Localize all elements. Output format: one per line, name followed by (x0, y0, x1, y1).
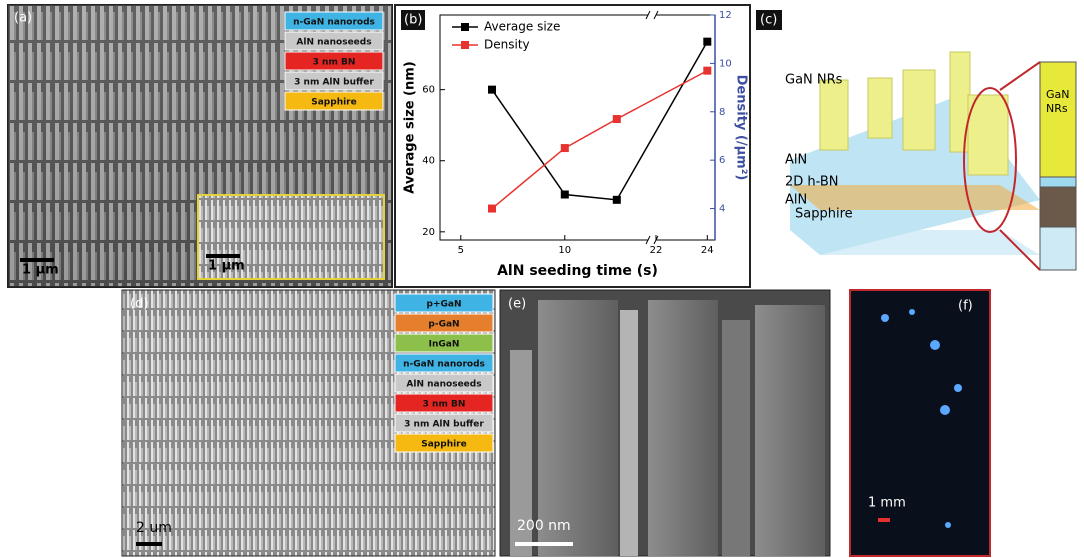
label: AlN (785, 153, 807, 168)
emission-spot (945, 522, 951, 528)
scale-bar (515, 542, 573, 546)
legend-text: p-GaN (428, 320, 459, 330)
panel-label: (f) (958, 299, 973, 314)
legend-text: 3 nm BN (423, 400, 466, 410)
legend-text: Sapphire (421, 440, 466, 450)
legend-text: p+GaN (427, 300, 462, 310)
zoom-rod (1040, 62, 1076, 177)
y2-tick-label: 10 (719, 58, 732, 69)
nanorod (968, 95, 1008, 175)
label: GaN (1046, 88, 1070, 101)
panel-d: (d) 2 um p+GaN p-GaN InGaN n-GaN nanorods Al… (122, 290, 495, 556)
rod (648, 300, 718, 556)
zoom-sapphire (1040, 227, 1076, 270)
y-tick-label: 60 (422, 85, 435, 96)
label: 2D h-BN (785, 175, 839, 190)
emission-spot (881, 314, 889, 322)
scale-bar (878, 518, 890, 522)
y2-tick-label: 4 (719, 204, 725, 215)
scale-bar-label: 1 mm (868, 496, 906, 511)
zoom-line (1000, 62, 1040, 90)
zoom-aln (1040, 177, 1076, 187)
panel-a: (a) 1 µm 1 µm n-GaN nanorods AlN nanoseed… (8, 5, 392, 287)
nanorod (950, 52, 970, 152)
panel-label: (d) (130, 297, 148, 312)
y2-tick-label: 12 (719, 10, 732, 21)
legend-marker (461, 23, 469, 31)
data-point (561, 191, 569, 199)
label: AlN (785, 193, 807, 208)
scale-bar (20, 258, 54, 262)
legend-text: 3 nm BN (313, 58, 356, 68)
scale-bar (136, 542, 162, 546)
legend-text: 3 nm AlN buffer (404, 420, 484, 430)
x-tick-label: 24 (701, 245, 714, 256)
layer-legend: n-GaN nanorods AlN nanoseeds 3 nm BN 3 nm A… (285, 12, 383, 110)
y-tick-label: 40 (422, 156, 435, 167)
y2-tick-label: 6 (719, 155, 725, 166)
scale-bar-label: 1 µm (22, 263, 59, 278)
rod (620, 310, 638, 556)
emission-spot (940, 405, 950, 415)
legend-text: Sapphire (311, 98, 356, 108)
scale-bar-label: 200 nm (517, 518, 571, 534)
nanorod (868, 78, 892, 138)
data-point (613, 115, 621, 123)
scale-bar (206, 254, 240, 258)
photo (850, 290, 990, 556)
legend-text: Average size (484, 20, 560, 34)
panel-c: (c) GaN NRs AlN 2D h-BN AlN Sapphire GaN… (756, 10, 1076, 270)
panel-frame (395, 5, 750, 287)
legend-text: Density (484, 38, 530, 52)
data-point (613, 196, 621, 204)
emission-spot (930, 340, 940, 350)
emission-spot (909, 309, 915, 315)
x-tick-label: 22 (650, 245, 663, 256)
y-axis-label: Average size (nm) (403, 61, 418, 194)
x-tick-label: 10 (558, 245, 571, 256)
panel-f: (f) 1 mm (850, 290, 990, 556)
data-point (488, 86, 496, 94)
nanorod (820, 80, 848, 150)
legend-marker (461, 41, 469, 49)
legend-text: n-GaN nanorods (293, 18, 375, 28)
legend-text: AlN nanoseeds (296, 38, 371, 48)
legend-text: InGaN (429, 340, 460, 350)
emission-spot (954, 384, 962, 392)
panel-label: (a) (14, 11, 32, 26)
scale-bar-label: 2 um (136, 520, 172, 536)
y-tick-label: 20 (422, 227, 435, 238)
scale-bar-label: 1 µm (208, 259, 245, 274)
panel-b: (b) 20 40 60 4 6 8 10 12 5 10 22 24 AlN seeding time… (395, 5, 750, 287)
panel-label: (c) (760, 13, 777, 28)
x-axis-label: AlN seeding time (s) (497, 263, 658, 279)
rod (722, 320, 750, 556)
figure: (a) 1 µm 1 µm n-GaN nanorods AlN nanoseed… (0, 0, 1084, 558)
data-point (488, 205, 496, 213)
x-tick-label: 5 (458, 245, 464, 256)
data-point (703, 67, 711, 75)
zoom-bn (1040, 187, 1076, 227)
label: GaN NRs (785, 73, 843, 88)
rod (755, 305, 825, 556)
panel-label: (b) (404, 13, 422, 28)
legend-text: 3 nm AlN buffer (294, 78, 374, 88)
label: NRs (1046, 102, 1068, 115)
data-point (561, 144, 569, 152)
nanorod (903, 70, 935, 150)
y2-axis-label: Density (/µm²) (734, 75, 749, 181)
y2-tick-label: 8 (719, 107, 725, 118)
label: Sapphire (795, 207, 853, 222)
legend-text: n-GaN nanorods (403, 360, 485, 370)
panel-label: (e) (508, 297, 526, 312)
panel-e: (e) 200 nm (500, 290, 830, 556)
data-point (703, 38, 711, 46)
legend-text: AlN nanoseeds (406, 380, 481, 390)
